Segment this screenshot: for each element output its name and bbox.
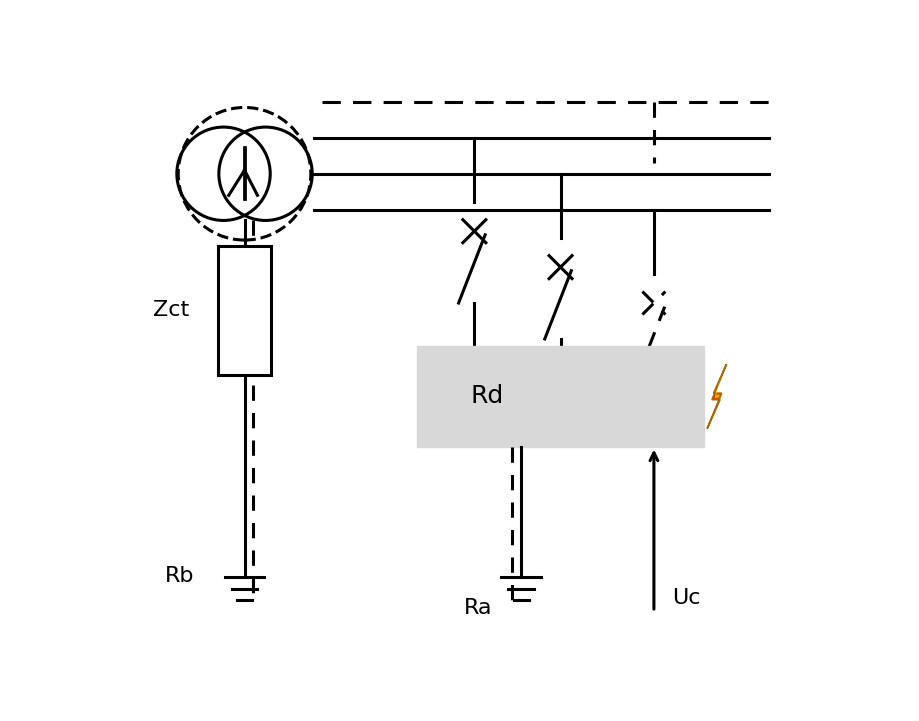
Polygon shape xyxy=(707,364,726,429)
Bar xyxy=(416,346,703,447)
Text: Uc: Uc xyxy=(671,588,699,608)
Polygon shape xyxy=(711,373,720,412)
Bar xyxy=(218,246,271,375)
Text: Rb: Rb xyxy=(165,566,195,586)
Text: Ra: Ra xyxy=(463,598,492,619)
Text: Zct: Zct xyxy=(153,300,188,320)
Text: Rd: Rd xyxy=(470,384,503,408)
